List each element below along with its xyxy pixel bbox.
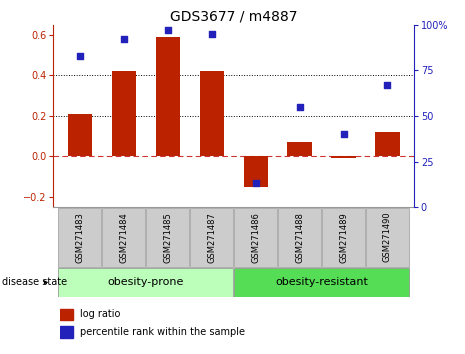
Bar bbox=[199, 72, 224, 156]
Point bbox=[120, 36, 127, 42]
Text: GSM271484: GSM271484 bbox=[120, 212, 128, 263]
Text: GSM271488: GSM271488 bbox=[295, 212, 304, 263]
Text: GSM271483: GSM271483 bbox=[75, 212, 84, 263]
Text: GSM271485: GSM271485 bbox=[163, 212, 172, 263]
Text: percentile rank within the sample: percentile rank within the sample bbox=[80, 327, 245, 337]
Text: obesity-resistant: obesity-resistant bbox=[275, 277, 368, 287]
Text: obesity-prone: obesity-prone bbox=[107, 277, 184, 287]
FancyBboxPatch shape bbox=[234, 268, 409, 297]
Bar bbox=[68, 114, 92, 156]
Point bbox=[296, 104, 303, 110]
Bar bbox=[60, 326, 73, 338]
Text: GSM271490: GSM271490 bbox=[383, 212, 392, 263]
FancyBboxPatch shape bbox=[322, 208, 365, 267]
FancyBboxPatch shape bbox=[234, 208, 277, 267]
Title: GDS3677 / m4887: GDS3677 / m4887 bbox=[170, 10, 298, 24]
Point bbox=[208, 31, 215, 37]
Point bbox=[384, 82, 391, 88]
Text: disease state: disease state bbox=[2, 277, 67, 287]
Text: GSM271487: GSM271487 bbox=[207, 212, 216, 263]
Bar bbox=[112, 72, 136, 156]
Bar bbox=[244, 156, 268, 187]
Point bbox=[76, 53, 84, 59]
FancyBboxPatch shape bbox=[58, 208, 101, 267]
FancyBboxPatch shape bbox=[366, 208, 409, 267]
FancyBboxPatch shape bbox=[146, 208, 189, 267]
Bar bbox=[332, 156, 356, 159]
FancyBboxPatch shape bbox=[58, 268, 233, 297]
FancyBboxPatch shape bbox=[278, 208, 321, 267]
Bar bbox=[287, 142, 312, 156]
Bar bbox=[156, 37, 180, 156]
Point bbox=[164, 27, 172, 33]
FancyBboxPatch shape bbox=[190, 208, 233, 267]
Point bbox=[252, 181, 259, 186]
Point bbox=[340, 131, 347, 137]
Text: GSM271486: GSM271486 bbox=[251, 212, 260, 263]
Bar bbox=[60, 308, 73, 320]
FancyBboxPatch shape bbox=[102, 208, 146, 267]
Text: GSM271489: GSM271489 bbox=[339, 212, 348, 263]
Bar bbox=[375, 132, 399, 156]
Text: log ratio: log ratio bbox=[80, 309, 120, 319]
